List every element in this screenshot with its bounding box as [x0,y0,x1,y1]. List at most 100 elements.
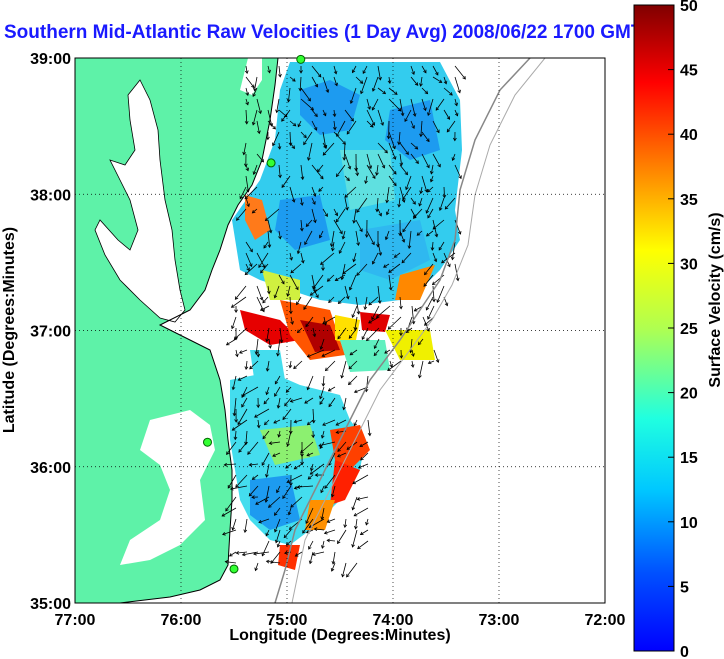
velocity-arrowhead [418,202,422,207]
velocity-arrowhead [225,507,229,512]
velocity-arrowhead [289,399,294,403]
colorbar-tick-label: 25 [680,321,698,338]
velocity-arrowhead [427,315,431,320]
velocity-arrow [253,551,270,555]
velocity-arrow [266,560,281,564]
velocity-arrow [245,430,248,445]
velocity-arrow [331,562,336,572]
velocity-arrowhead [457,89,461,94]
velocity-arrowhead [336,453,341,458]
velocity-arrowhead [432,298,436,303]
velocity-arrow [322,208,328,217]
velocity-arrowhead [235,484,239,488]
velocity-arrowhead [284,402,288,407]
velocity-arrow [311,197,316,205]
velocity-arrow [355,518,358,529]
velocity-arrow [278,274,285,284]
velocity-arrow [404,109,412,122]
velocity-arrowhead [432,226,437,230]
velocity-arrowhead [335,430,340,435]
velocity-arrow [278,142,281,150]
velocity-arrowhead [352,220,357,224]
velocity-arrowhead [313,219,317,224]
velocity-arrow [252,87,258,97]
velocity-arrowhead [320,434,325,439]
velocity-arrowhead [451,157,456,162]
delaware-bay [240,58,262,95]
velocity-arrowhead [348,286,353,291]
velocity-arrowhead [442,194,447,199]
velocity-arrowhead [309,471,314,475]
velocity-arrowhead [285,465,289,469]
velocity-arrow [225,561,237,564]
velocity-arrowhead [319,401,323,405]
velocity-arrow [262,296,269,304]
velocity-arrowhead [404,171,409,176]
velocity-arrow [427,98,434,116]
velocity-arrowhead [410,364,415,368]
velocity-arrow [331,485,336,497]
velocity-arrow [277,338,281,356]
velocity-arrowhead [268,504,272,508]
velocity-arrowhead [345,295,350,300]
velocity-arrowhead [306,452,311,457]
velocity-arrowhead [287,511,292,516]
colorbar-tick-label: 15 [680,450,698,467]
velocity-arrowhead [455,277,460,282]
velocity-arrow [430,164,434,174]
velocity-arrow [267,219,272,233]
velocity-arrow [263,241,269,249]
velocity-arrowhead [334,277,339,281]
velocity-arrowhead [335,218,340,223]
velocity-arrowhead [265,474,269,478]
velocity-arrow [310,285,324,296]
velocity-arrow [248,485,259,497]
velocity-arrowhead [265,559,270,564]
velocity-arrow [289,76,296,82]
velocity-arrow [268,496,281,508]
velocity-arrow [365,175,368,184]
velocity-arrow [421,153,430,168]
velocity-arrow [377,87,386,95]
velocity-arrowhead [244,366,249,370]
velocity-arrowhead [295,286,299,291]
velocity-arrow [425,197,434,214]
velocity-arrow [332,241,335,251]
velocity-arrowhead [308,546,312,550]
velocity-arrow [454,164,462,179]
velocity-arrowhead [228,553,233,557]
velocity-arrowhead [388,269,392,273]
radar-station-marker [296,54,306,64]
velocity-arrow [293,360,303,369]
velocity-arrow [356,263,368,276]
velocity-arrowhead [282,416,286,421]
velocity-arrow [253,164,258,175]
velocity-arrowhead [436,129,440,134]
velocity-arrowhead [323,144,327,149]
velocity-arrowhead [443,80,448,85]
velocity-arrowhead [423,107,427,112]
velocity-arrow [273,419,281,424]
velocity-arrow [266,360,270,372]
velocity-arrowhead [351,506,356,511]
velocity-arrow [242,386,259,397]
velocity-arrow [286,540,292,546]
velocity-arrow [389,360,393,368]
velocity-arrowhead [246,203,250,208]
radar-station-marker [229,564,239,574]
velocity-arrow [328,452,336,466]
velocity-arrow [268,338,271,349]
velocity-arrowhead [412,215,417,219]
velocity-arrow [312,408,315,423]
velocity-arrow [281,175,291,188]
velocity-vectors [221,65,466,578]
velocity-arrow [300,441,314,454]
velocity-arrowhead [438,207,443,211]
velocity-arrow [319,230,324,238]
velocity-arrow [366,153,372,169]
velocity-arrowhead [253,87,257,92]
velocity-arrow [245,197,250,207]
velocity-arrow [232,419,248,431]
velocity-arrowhead [411,353,415,357]
velocity-arrowhead [346,446,351,450]
